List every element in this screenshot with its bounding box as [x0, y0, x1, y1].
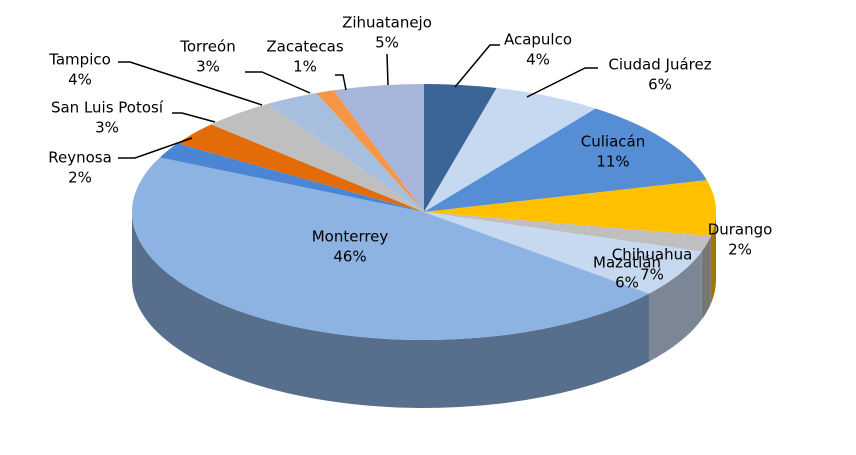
value-label: 11% — [596, 153, 629, 171]
leader-line — [454, 44, 500, 88]
value-label: 4% — [68, 71, 92, 89]
slice — [424, 212, 711, 252]
leader-line — [526, 67, 598, 98]
slice — [424, 108, 707, 212]
category-label: Mazatlán — [593, 254, 661, 272]
category-label: Zacatecas — [266, 38, 343, 56]
category-label: Tampico — [48, 51, 111, 69]
slice-side — [648, 251, 702, 362]
slice-side — [701, 235, 711, 320]
value-label: 46% — [333, 248, 366, 266]
value-label: 7% — [640, 266, 664, 284]
leader-line — [118, 61, 263, 106]
value-label: 4% — [526, 51, 550, 69]
category-label: Durango — [708, 221, 773, 239]
value-label: 3% — [196, 58, 220, 76]
slice — [211, 103, 424, 212]
leader-line — [245, 71, 311, 94]
slice-side — [710, 212, 716, 304]
leader-line — [386, 53, 389, 86]
slice-side — [132, 212, 649, 408]
pie-sides — [132, 212, 716, 408]
category-label: Acapulco — [504, 31, 572, 49]
leader-line — [335, 74, 347, 91]
slice — [316, 90, 424, 212]
category-label: San Luis Potosí — [51, 99, 164, 117]
slice — [131, 157, 649, 341]
category-label: Monterrey — [312, 228, 389, 246]
slice — [424, 180, 716, 236]
category-label: Chihuahua — [612, 246, 693, 264]
value-label: 6% — [648, 76, 672, 94]
leader-line — [172, 112, 216, 123]
category-label: Zihuatanejo — [342, 14, 432, 32]
data-labels: Acapulco 4% Ciudad Juárez 6% Culiacán 11% Chih… — [48, 14, 772, 292]
slice — [424, 212, 702, 294]
category-label: Ciudad Juárez — [608, 56, 711, 74]
pie-tops — [131, 84, 716, 341]
value-label: 6% — [615, 274, 639, 292]
slice — [333, 84, 424, 212]
slice — [267, 92, 424, 212]
category-label: Reynosa — [48, 149, 112, 167]
slice — [159, 143, 424, 212]
value-label: 2% — [68, 169, 92, 187]
value-label: 1% — [293, 58, 317, 76]
category-label: Culiacán — [581, 133, 645, 151]
slice — [424, 88, 596, 212]
leader-line — [118, 137, 193, 159]
slice — [424, 84, 497, 212]
category-label: Torreón — [179, 38, 235, 56]
value-label: 3% — [95, 119, 119, 137]
value-label: 5% — [375, 34, 399, 52]
slice — [177, 124, 424, 212]
value-label: 2% — [728, 241, 752, 259]
